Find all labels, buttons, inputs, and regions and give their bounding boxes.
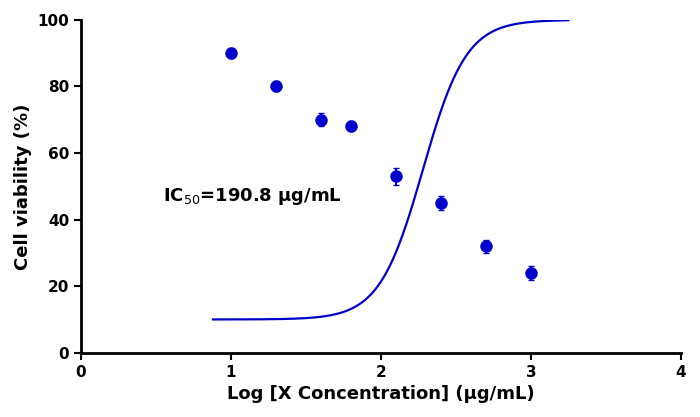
Y-axis label: Cell viability (%): Cell viability (%) [14, 103, 32, 269]
Text: IC$_{50}$=190.8 μg/mL: IC$_{50}$=190.8 μg/mL [164, 186, 342, 207]
X-axis label: Log [X Concentration] (μg/mL): Log [X Concentration] (μg/mL) [227, 385, 535, 403]
